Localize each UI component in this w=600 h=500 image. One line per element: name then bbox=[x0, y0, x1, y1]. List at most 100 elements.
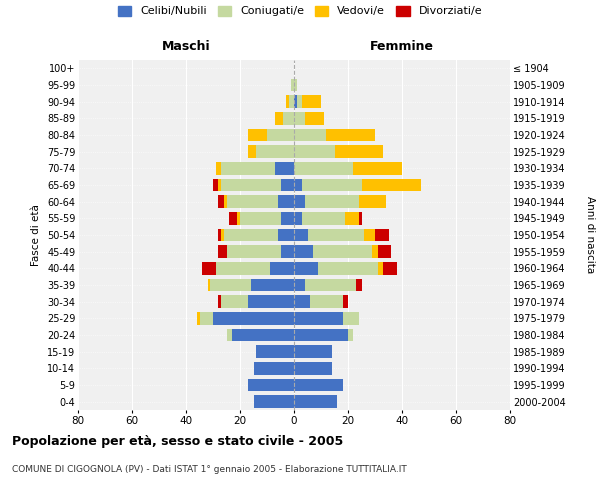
Bar bbox=[197, 312, 199, 324]
Bar bbox=[294, 96, 296, 108]
Bar bbox=[218, 229, 221, 241]
Bar bbox=[305, 112, 324, 124]
Bar bbox=[294, 279, 305, 291]
Legend: Celibi/Nubili, Coniugati/e, Vedovi/e, Divorziati/e: Celibi/Nubili, Coniugati/e, Vedovi/e, Di… bbox=[118, 6, 482, 16]
Bar bbox=[278, 196, 294, 208]
Bar bbox=[248, 379, 294, 391]
Bar bbox=[224, 196, 227, 208]
Bar bbox=[218, 246, 227, 258]
Bar bbox=[281, 212, 294, 224]
Bar bbox=[202, 262, 216, 274]
Bar bbox=[294, 229, 308, 241]
Bar bbox=[199, 312, 213, 324]
Bar bbox=[218, 196, 224, 208]
Bar bbox=[294, 79, 296, 92]
Bar bbox=[294, 329, 348, 341]
Bar bbox=[294, 146, 335, 158]
Bar bbox=[281, 179, 294, 192]
Bar bbox=[294, 246, 313, 258]
Bar bbox=[302, 212, 346, 224]
Bar bbox=[256, 346, 294, 358]
Bar bbox=[227, 246, 281, 258]
Bar bbox=[294, 379, 343, 391]
Bar bbox=[305, 196, 359, 208]
Bar bbox=[283, 112, 294, 124]
Bar bbox=[294, 346, 332, 358]
Text: COMUNE DI CIGOGNOLA (PV) - Dati ISTAT 1° gennaio 2005 - Elaborazione TUTTITALIA.: COMUNE DI CIGOGNOLA (PV) - Dati ISTAT 1°… bbox=[12, 465, 407, 474]
Bar bbox=[313, 246, 372, 258]
Bar bbox=[335, 146, 383, 158]
Bar bbox=[270, 262, 294, 274]
Bar bbox=[289, 96, 294, 108]
Bar bbox=[292, 79, 294, 92]
Bar bbox=[227, 329, 232, 341]
Bar bbox=[286, 96, 289, 108]
Bar bbox=[296, 96, 302, 108]
Bar bbox=[215, 162, 221, 174]
Bar bbox=[248, 129, 267, 141]
Bar bbox=[213, 179, 218, 192]
Bar bbox=[294, 162, 353, 174]
Bar bbox=[375, 229, 389, 241]
Y-axis label: Anni di nascita: Anni di nascita bbox=[585, 196, 595, 274]
Bar bbox=[294, 212, 302, 224]
Bar bbox=[294, 362, 332, 374]
Bar bbox=[278, 229, 294, 241]
Bar bbox=[221, 296, 248, 308]
Bar bbox=[248, 296, 294, 308]
Bar bbox=[254, 396, 294, 408]
Bar bbox=[308, 229, 364, 241]
Bar bbox=[294, 112, 305, 124]
Bar bbox=[213, 312, 294, 324]
Bar bbox=[227, 196, 278, 208]
Bar bbox=[216, 262, 270, 274]
Bar bbox=[359, 212, 361, 224]
Bar bbox=[326, 129, 375, 141]
Bar bbox=[208, 279, 210, 291]
Bar bbox=[294, 196, 305, 208]
Bar bbox=[254, 362, 294, 374]
Bar bbox=[372, 246, 378, 258]
Bar bbox=[353, 162, 402, 174]
Bar bbox=[302, 179, 362, 192]
Bar bbox=[294, 312, 343, 324]
Bar bbox=[378, 262, 383, 274]
Y-axis label: Fasce di età: Fasce di età bbox=[31, 204, 41, 266]
Bar bbox=[343, 312, 359, 324]
Text: Popolazione per età, sesso e stato civile - 2005: Popolazione per età, sesso e stato civil… bbox=[12, 435, 343, 448]
Bar bbox=[294, 296, 310, 308]
Bar bbox=[378, 246, 391, 258]
Bar bbox=[256, 146, 294, 158]
Bar bbox=[218, 296, 221, 308]
Bar bbox=[221, 179, 281, 192]
Bar bbox=[275, 112, 283, 124]
Bar bbox=[364, 229, 375, 241]
Bar bbox=[348, 329, 353, 341]
Bar bbox=[275, 162, 294, 174]
Bar bbox=[224, 229, 278, 241]
Bar bbox=[294, 129, 326, 141]
Bar bbox=[229, 212, 238, 224]
Bar bbox=[302, 96, 321, 108]
Bar bbox=[240, 212, 281, 224]
Bar bbox=[294, 396, 337, 408]
Bar bbox=[359, 196, 386, 208]
Bar bbox=[346, 212, 359, 224]
Bar bbox=[305, 279, 356, 291]
Bar bbox=[210, 279, 251, 291]
Bar bbox=[232, 329, 294, 341]
Text: Femmine: Femmine bbox=[370, 40, 434, 52]
Bar bbox=[319, 262, 378, 274]
Bar bbox=[248, 146, 256, 158]
Bar bbox=[221, 162, 275, 174]
Bar bbox=[294, 179, 302, 192]
Bar bbox=[281, 246, 294, 258]
Bar bbox=[218, 179, 221, 192]
Bar bbox=[221, 229, 224, 241]
Bar bbox=[294, 262, 319, 274]
Bar bbox=[310, 296, 343, 308]
Bar bbox=[267, 129, 294, 141]
Bar bbox=[356, 279, 361, 291]
Bar bbox=[238, 212, 240, 224]
Bar bbox=[383, 262, 397, 274]
